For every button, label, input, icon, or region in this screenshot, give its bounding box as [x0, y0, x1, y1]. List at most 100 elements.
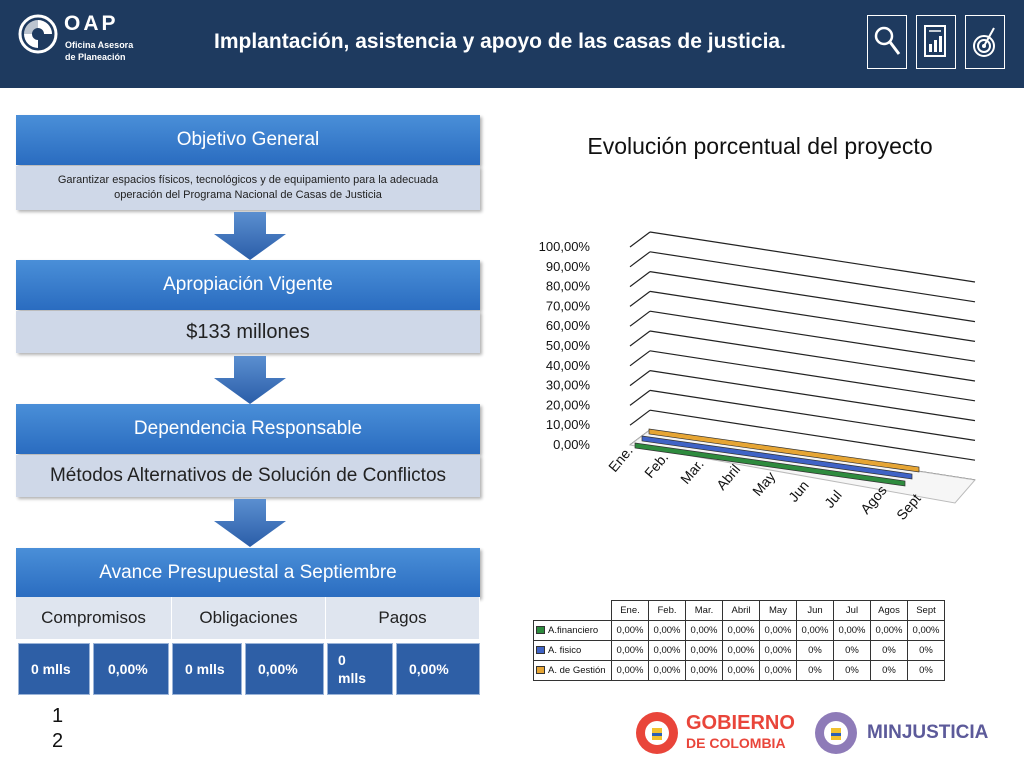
table-column-header: Abril: [722, 600, 760, 621]
series-ribbon-2: [641, 435, 913, 480]
dependencia-heading: Dependencia Responsable: [16, 404, 480, 454]
grid-depth-line: [629, 251, 651, 268]
evolution-chart: 100,00% 90,00% 80,00% 70,00% 60,00% 50,00% 40,…: [539, 231, 976, 523]
grid-depth-line: [629, 389, 651, 406]
report-chart-icon[interactable]: [916, 15, 956, 69]
grid-depth-line: [629, 409, 651, 426]
search-document-icon[interactable]: [867, 15, 907, 69]
table-cell: 0%: [870, 660, 908, 681]
minjusticia-text: MINJUSTICIA: [867, 722, 989, 743]
table-cell: 0,00%: [722, 620, 760, 641]
table-row-header: A.financiero: [533, 620, 612, 641]
table-cell: 0,00%: [722, 660, 760, 681]
table-column-header: Sept: [907, 600, 945, 621]
apropiacion-value: $133 millones: [16, 311, 480, 353]
table-cell: 0,00%: [611, 620, 649, 641]
y-tick-label: 80,00%: [546, 279, 591, 294]
gridline: [649, 310, 976, 362]
table-row: A.financiero 0,00% 0,00% 0,00% 0,00% 0,00% 0,0…: [533, 620, 945, 641]
series-name: A. fisico: [548, 645, 582, 656]
table-cell: 0,00%: [648, 640, 686, 661]
down-arrow-icon: [214, 499, 286, 547]
table-cell: 0,00%: [907, 620, 945, 641]
y-tick-label: 30,00%: [546, 378, 591, 393]
minjusticia-logo: MINJUSTICIA: [815, 712, 988, 754]
header-bar: OAP Oficina Asesora de Planeación Implan…: [0, 0, 1024, 88]
minjusticia-seal-icon: [815, 712, 857, 754]
down-arrow-icon: [214, 212, 286, 260]
dependencia-value: Métodos Alternativos de Solución de Conf…: [16, 455, 480, 497]
table-cell: 0%: [870, 640, 908, 661]
table-cell: 0,00%: [648, 660, 686, 681]
objetivo-heading: Objetivo General: [16, 115, 480, 165]
table-cell: 0,00%: [611, 640, 649, 661]
legend-swatch-icon: [536, 666, 545, 675]
table-row-header: A. fisico: [533, 640, 612, 661]
y-tick-label: 50,00%: [546, 338, 591, 353]
y-tick-label: 20,00%: [546, 397, 591, 412]
table-cell: 0,00%: [759, 660, 797, 681]
table-cell: 0%: [796, 660, 834, 681]
gridline: [649, 409, 976, 461]
series-name: A. de Gestión: [548, 665, 606, 676]
y-tick-label: 100,00%: [539, 239, 591, 254]
apropiacion-heading: Apropiación Vigente: [16, 260, 480, 310]
table-column-header: Mar.: [685, 600, 723, 621]
table-cell: 0%: [833, 640, 871, 661]
gridline: [649, 290, 976, 342]
objetivo-text-line1: Garantizar espacios físicos, tecnológico…: [57, 174, 439, 186]
table-cell: 0,00%: [759, 620, 797, 641]
series-ribbon-3: [648, 428, 920, 473]
page-number: 12: [52, 705, 64, 752]
table-cell: 0%: [907, 640, 945, 661]
obligaciones-percent: 0,00%: [245, 643, 324, 695]
table-column-header: Ene.: [611, 600, 649, 621]
x-tick-label: Ene.: [605, 443, 636, 475]
x-tick-label: May: [749, 468, 778, 499]
table-column-header: Agos: [870, 600, 908, 621]
x-tick-label: Abril: [713, 461, 743, 493]
gridline: [649, 330, 976, 382]
grid-depth-line: [629, 290, 651, 307]
table-column-header: Jul: [833, 600, 871, 621]
y-tick-label: 70,00%: [546, 298, 591, 313]
compromisos-amount: 0 mlls: [18, 643, 90, 695]
tab-obligaciones: Obligaciones: [172, 597, 326, 639]
target-icon[interactable]: [965, 15, 1005, 69]
table-cell: 0,00%: [870, 620, 908, 641]
series-name: A.financiero: [548, 625, 599, 636]
table-header-row: Ene. Feb. Mar. Abril May Jun Jul Agos Sept: [534, 600, 945, 621]
table-cell: 0,00%: [759, 640, 797, 661]
gobierno-line1: GOBIERNO: [686, 712, 795, 734]
table-cell: 0%: [907, 660, 945, 681]
obligaciones-amount: 0 mlls: [172, 643, 242, 695]
objetivo-text: Garantizar espacios físicos, tecnológico…: [16, 166, 480, 210]
table-cell: 0,00%: [833, 620, 871, 641]
table-cell: 0,00%: [685, 640, 723, 661]
gridline: [649, 231, 976, 283]
logo-subtitle-line1: Oficina Asesora: [65, 40, 134, 50]
x-tick-label: Mar.: [677, 456, 707, 487]
logo-subtitle-line2: de Planeación: [65, 52, 126, 62]
table-cell: 0,00%: [796, 620, 834, 641]
gridline: [649, 389, 976, 441]
avance-heading: Avance Presupuestal a Septiembre: [16, 548, 480, 598]
pagos-percent: 0,00%: [396, 643, 480, 695]
grid-depth-line: [629, 330, 651, 347]
grid-depth-line: [629, 231, 651, 248]
tab-compromisos: Compromisos: [16, 597, 172, 639]
tab-pagos: Pagos: [326, 597, 480, 639]
x-tick-label: Feb.: [641, 449, 671, 481]
page-title: Implantación, asistencia y apoyo de las …: [214, 30, 786, 53]
grid-depth-line: [629, 310, 651, 327]
gridline: [649, 350, 976, 402]
x-tick-label: Jul: [821, 487, 845, 511]
y-tick-label: 0,00%: [553, 437, 590, 452]
compromisos-percent: 0,00%: [93, 643, 169, 695]
grid-depth-line: [629, 350, 651, 367]
colombia-seal-icon: [636, 712, 678, 754]
gridline: [649, 370, 976, 422]
y-tick-label: 60,00%: [546, 318, 591, 333]
table-corner: [534, 601, 612, 621]
table-row: A. fisico 0,00% 0,00% 0,00% 0,00% 0,00% 0% 0% 0%…: [533, 640, 945, 661]
